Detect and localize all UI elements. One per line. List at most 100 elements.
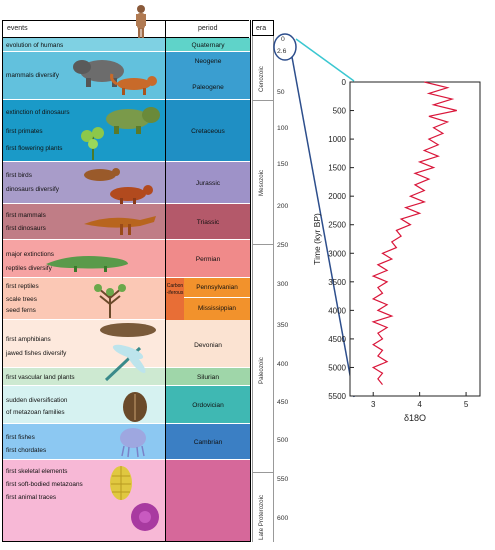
timescale-tick-600: 600 xyxy=(277,515,289,522)
bird-dinosaur-icon xyxy=(84,168,120,181)
event-mammals-diversify: mammals diversify xyxy=(6,72,59,79)
event-first-reptiles: first reptiles xyxy=(6,283,39,290)
x-tick-label: 3 xyxy=(371,400,376,409)
event-sudden-diversification: sudden diversification xyxy=(6,397,68,404)
period-cell-neogene xyxy=(166,52,250,100)
y-tick-label: 1500 xyxy=(328,164,346,173)
table-bottom-border xyxy=(2,541,251,542)
event-metazoan-families: of metazoan families xyxy=(6,409,65,416)
timescale-tick-150: 150 xyxy=(277,161,289,168)
d18o-time-chart: 0 500 1000 1500 2000 2500 3000 3500 4000 4500 5000… xyxy=(312,78,481,423)
y-tick-label: 1000 xyxy=(328,135,346,144)
period-cell-triassic xyxy=(166,204,250,240)
timescale-tick-400: 400 xyxy=(277,361,289,368)
table-right-border xyxy=(250,20,251,542)
events-header: events xyxy=(7,25,28,32)
event-scale-trees: scale trees xyxy=(6,296,37,303)
timescale-tick-200: 200 xyxy=(277,203,289,210)
timescale-tick-2-6: 2.6 xyxy=(277,48,287,55)
era-header-box xyxy=(252,20,274,36)
period-jurassic: Jurassic xyxy=(195,180,221,187)
y-tick-label: 5500 xyxy=(328,392,346,401)
era-sep-2 xyxy=(252,244,274,245)
era-sep-1 xyxy=(252,100,274,101)
event-first-primates: first primates xyxy=(6,128,43,135)
event-first-chordates: first chordates xyxy=(6,447,47,454)
event-first-vascular-plants: first vascular land plants xyxy=(6,374,75,381)
y-tick-label: 2500 xyxy=(328,221,346,230)
jurassic-dino-icon xyxy=(110,185,153,204)
period-neogene: Neogene xyxy=(194,58,222,65)
timescale-tick-450: 450 xyxy=(277,399,289,406)
period-cell-silurian xyxy=(166,368,250,386)
x-axis-label: δ18O xyxy=(404,413,426,423)
period-quaternary: Quaternary xyxy=(191,42,225,49)
y-tick-label: 4000 xyxy=(328,306,346,315)
event-evolution-humans: evolution of humans xyxy=(6,42,64,49)
event-dinosaurs-diversify: dinosaurs diversify xyxy=(6,186,59,193)
table-left-border xyxy=(2,20,3,542)
x-tick-label: 5 xyxy=(464,400,469,409)
mammal-cat-icon xyxy=(110,73,157,95)
event-first-skeletal: first skeletal elements xyxy=(6,468,68,475)
y-tick-label: 3000 xyxy=(328,249,346,258)
era-cenozoic: Cenozoic xyxy=(258,66,265,92)
triceratops-icon xyxy=(106,107,160,134)
period-cell-mississippian xyxy=(184,298,250,320)
event-major-extinctions: major extinctions xyxy=(6,251,54,258)
event-jawed-fishes: jawed fishes diversify xyxy=(6,350,67,357)
event-extinction-dinosaurs: extinction of dinosaurs xyxy=(6,109,70,116)
period-carboniferous: Carbon -iferous xyxy=(166,283,184,296)
period-devonian: Devonian xyxy=(194,342,222,349)
table-middle-border xyxy=(165,20,166,542)
period-cell-proterozoic xyxy=(166,460,250,542)
y-tick-label: 4500 xyxy=(328,335,346,344)
period-triassic: Triassic xyxy=(196,219,220,226)
timescale-tick-300: 300 xyxy=(277,281,289,288)
event-first-amphibians: first amphibians xyxy=(6,336,51,343)
event-first-soft-bodied: first soft-bodied metazoans xyxy=(6,481,83,488)
y-tick-label: 2000 xyxy=(328,192,346,201)
amphibian-icon xyxy=(100,323,156,337)
human-figure-icon xyxy=(136,5,146,46)
event-seed-ferns: seed ferns xyxy=(6,307,36,314)
plot-frame xyxy=(349,81,481,397)
event-first-dinosaurs: first dinosaurs xyxy=(6,225,46,232)
timescale-tick-500: 500 xyxy=(277,437,289,444)
y-tick-label: 0 xyxy=(342,78,347,87)
period-cell-permian xyxy=(166,240,250,278)
era-late-proterozoic: Late Proterozoic xyxy=(258,494,265,540)
period-cell-devonian xyxy=(166,320,250,368)
header-bar xyxy=(2,20,249,38)
event-row-quaternary xyxy=(2,38,165,52)
ediacaran-disc-icon xyxy=(131,503,159,531)
timescale-tick-50: 50 xyxy=(277,89,285,96)
era-paleozoic: Paleozoic xyxy=(258,357,265,384)
period-mississippian: Mississippian xyxy=(197,305,236,312)
x-tick-label: 4 xyxy=(417,400,422,409)
period-permian: Permian xyxy=(195,256,221,263)
period-cell-carboniferous xyxy=(166,278,184,320)
flowering-plant-icon xyxy=(81,127,104,160)
d18o-series-line xyxy=(371,81,457,385)
permian-reptile-icon xyxy=(46,256,128,272)
period-cell-jurassic xyxy=(166,162,250,204)
era-sep-3 xyxy=(252,472,274,473)
dragonfly-icon xyxy=(104,344,146,382)
ediacaran-frond-icon xyxy=(110,466,132,500)
period-header: period xyxy=(198,25,218,32)
period-cell-cambrian xyxy=(166,424,250,460)
period-silurian: Silurian xyxy=(197,374,219,381)
y-tick-label: 500 xyxy=(333,107,347,116)
event-first-fishes: first fishes xyxy=(6,434,35,441)
event-first-birds: first birds xyxy=(6,172,32,179)
y-tick-label: 5000 xyxy=(328,363,346,372)
period-cell-quaternary xyxy=(166,38,250,52)
period-pennsylvanian: Pennsylvanian xyxy=(196,284,238,291)
event-reptiles-diversify: reptiles diversify xyxy=(6,265,52,272)
period-cell-ordovician xyxy=(166,386,250,424)
y-axis-label: Time (kyr BP) xyxy=(312,213,322,265)
period-cambrian: Cambrian xyxy=(193,439,223,446)
trilobite-icon xyxy=(123,392,147,422)
period-paleogene: Paleogene xyxy=(192,84,224,91)
